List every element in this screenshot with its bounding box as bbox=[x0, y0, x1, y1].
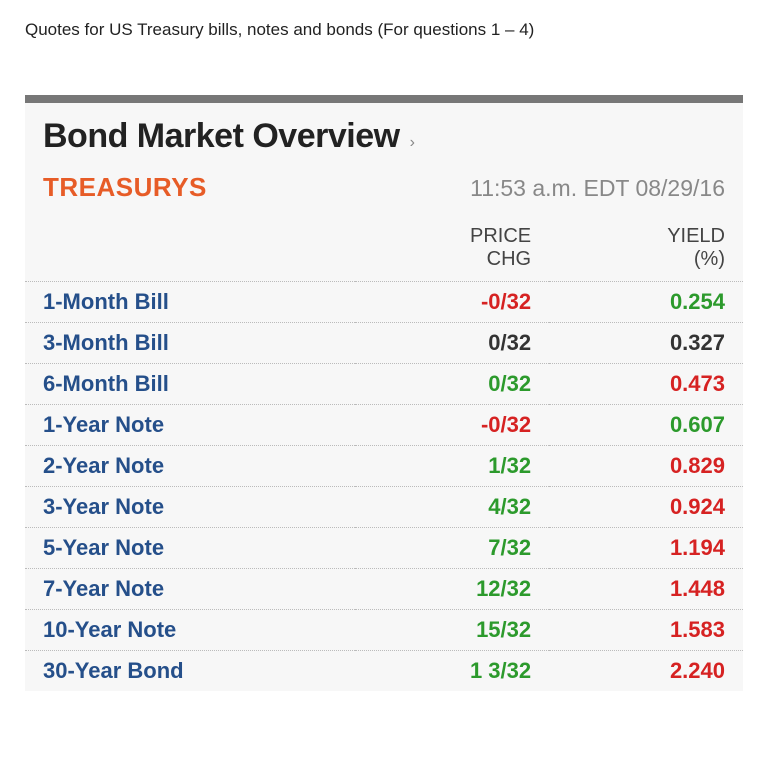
instrument-name[interactable]: 1-Year Note bbox=[25, 405, 355, 446]
section-title: TREASURYS bbox=[43, 172, 207, 203]
price-chg: -0/32 bbox=[355, 282, 549, 323]
yield-pct: 0.327 bbox=[549, 323, 743, 364]
price-chg: 12/32 bbox=[355, 569, 549, 610]
col-price-chg: PRICECHG bbox=[355, 219, 549, 282]
price-chg: -0/32 bbox=[355, 405, 549, 446]
chevron-right-icon: › bbox=[410, 134, 415, 152]
yield-pct: 1.448 bbox=[549, 569, 743, 610]
price-chg: 4/32 bbox=[355, 487, 549, 528]
yield-pct: 0.607 bbox=[549, 405, 743, 446]
table-row: 1-Month Bill-0/320.254 bbox=[25, 282, 743, 323]
col-instrument bbox=[25, 219, 355, 282]
table-row: 7-Year Note12/321.448 bbox=[25, 569, 743, 610]
yield-pct: 0.829 bbox=[549, 446, 743, 487]
table-row: 2-Year Note1/320.829 bbox=[25, 446, 743, 487]
timestamp: 11:53 a.m. EDT 08/29/16 bbox=[470, 175, 725, 202]
price-chg: 15/32 bbox=[355, 610, 549, 651]
table-row: 6-Month Bill0/320.473 bbox=[25, 364, 743, 405]
price-chg: 1/32 bbox=[355, 446, 549, 487]
instrument-name[interactable]: 6-Month Bill bbox=[25, 364, 355, 405]
table-row: 10-Year Note15/321.583 bbox=[25, 610, 743, 651]
yield-pct: 2.240 bbox=[549, 651, 743, 692]
table-row: 1-Year Note-0/320.607 bbox=[25, 405, 743, 446]
instrument-name[interactable]: 30-Year Bond bbox=[25, 651, 355, 692]
table-row: 30-Year Bond1 3/322.240 bbox=[25, 651, 743, 692]
treasurys-table: PRICECHG YIELD(%) 1-Month Bill-0/320.254… bbox=[25, 219, 743, 691]
panel-heading[interactable]: Bond Market Overview bbox=[43, 117, 400, 156]
yield-pct: 1.583 bbox=[549, 610, 743, 651]
page-caption: Quotes for US Treasury bills, notes and … bbox=[25, 20, 743, 40]
instrument-name[interactable]: 7-Year Note bbox=[25, 569, 355, 610]
instrument-name[interactable]: 5-Year Note bbox=[25, 528, 355, 569]
col-yield: YIELD(%) bbox=[549, 219, 743, 282]
yield-pct: 0.924 bbox=[549, 487, 743, 528]
table-header-row: PRICECHG YIELD(%) bbox=[25, 219, 743, 282]
price-chg: 0/32 bbox=[355, 323, 549, 364]
instrument-name[interactable]: 10-Year Note bbox=[25, 610, 355, 651]
yield-pct: 1.194 bbox=[549, 528, 743, 569]
sub-row: TREASURYS 11:53 a.m. EDT 08/29/16 bbox=[25, 166, 743, 219]
table-row: 3-Month Bill0/320.327 bbox=[25, 323, 743, 364]
table-row: 5-Year Note7/321.194 bbox=[25, 528, 743, 569]
bond-panel: Bond Market Overview › TREASURYS 11:53 a… bbox=[25, 95, 743, 691]
heading-row: Bond Market Overview › bbox=[25, 103, 743, 166]
yield-pct: 0.254 bbox=[549, 282, 743, 323]
instrument-name[interactable]: 2-Year Note bbox=[25, 446, 355, 487]
instrument-name[interactable]: 3-Year Note bbox=[25, 487, 355, 528]
price-chg: 1 3/32 bbox=[355, 651, 549, 692]
price-chg: 7/32 bbox=[355, 528, 549, 569]
instrument-name[interactable]: 1-Month Bill bbox=[25, 282, 355, 323]
yield-pct: 0.473 bbox=[549, 364, 743, 405]
instrument-name[interactable]: 3-Month Bill bbox=[25, 323, 355, 364]
price-chg: 0/32 bbox=[355, 364, 549, 405]
table-row: 3-Year Note4/320.924 bbox=[25, 487, 743, 528]
